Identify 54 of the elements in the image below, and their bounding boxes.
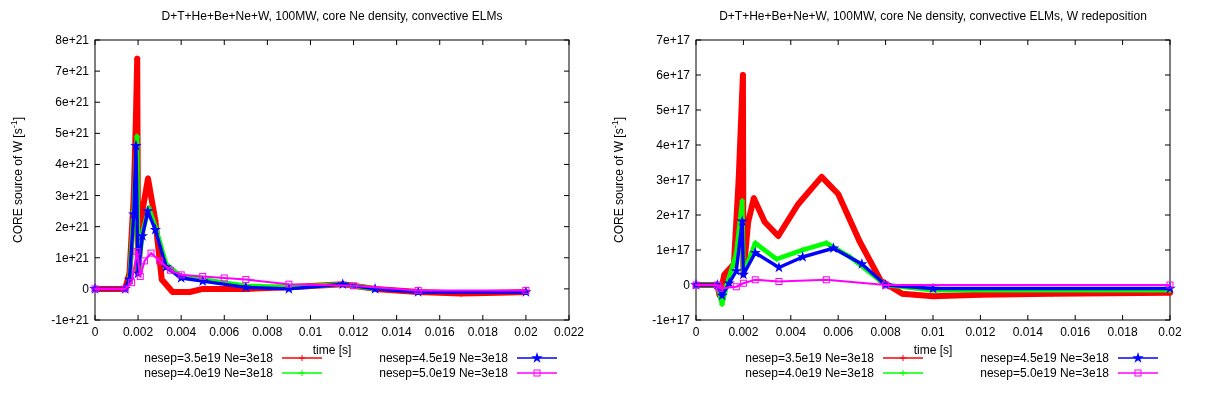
x-tick-label: 0.01 bbox=[298, 325, 323, 339]
y-tick-label: 1e+17 bbox=[656, 243, 691, 257]
x-tick-label: 0.004 bbox=[166, 325, 197, 339]
x-tick-label: 0.004 bbox=[775, 325, 807, 339]
x-tick-label: 0.002 bbox=[123, 325, 154, 339]
x-tick-label: 0.006 bbox=[823, 325, 854, 339]
y-tick-label: 4e+21 bbox=[55, 157, 90, 172]
legend-label: nesep=5.0e19 Ne=3e18 bbox=[980, 366, 1110, 380]
legend-label: nesep=5.0e19 Ne=3e18 bbox=[379, 366, 509, 380]
legend-label: nesep=4.0e19 Ne=3e18 bbox=[745, 366, 875, 380]
y-tick-label: 6e+21 bbox=[55, 95, 90, 110]
y-tick-label: 8e+21 bbox=[55, 33, 90, 47]
y-tick-label: 1e+21 bbox=[55, 250, 90, 265]
y-tick-label: -1e+21 bbox=[51, 313, 90, 327]
y-tick-label: 6e+17 bbox=[656, 68, 691, 82]
x-tick-label: 0 bbox=[91, 325, 99, 339]
x-tick-label: 0.006 bbox=[209, 325, 240, 339]
x-tick-label: 0.016 bbox=[424, 325, 456, 339]
legend-label: nesep=4.5e19 Ne=3e18 bbox=[980, 351, 1110, 365]
x-tick-label: 0.02 bbox=[514, 325, 538, 339]
legend-label: nesep=4.0e19 Ne=3e18 bbox=[144, 366, 274, 380]
y-tick-label: 3e+21 bbox=[55, 188, 90, 203]
y-tick-label: -1e+17 bbox=[652, 313, 691, 327]
y-tick-label: 4e+17 bbox=[656, 138, 691, 152]
y-tick-label: 0 bbox=[683, 278, 691, 292]
x-tick-label: 0.02 bbox=[1158, 325, 1182, 339]
x-tick-label: 0.022 bbox=[553, 325, 585, 339]
y-tick-label: 5e+21 bbox=[55, 126, 90, 141]
y-tick-label: 2e+17 bbox=[656, 208, 691, 222]
chart-title: D+T+He+Be+Ne+W, 100MW, core Ne density, convective ELMs, W redeposition bbox=[719, 9, 1147, 23]
x-tick-label: 0.014 bbox=[381, 325, 412, 339]
x-tick-label: 0 bbox=[692, 325, 700, 339]
x-tick-label: 0.018 bbox=[467, 325, 499, 339]
x-tick-label: 0.014 bbox=[1012, 325, 1044, 339]
x-tick-label: 0.008 bbox=[252, 325, 283, 339]
x-axis-title: time [s] bbox=[312, 343, 352, 357]
x-tick-label: 0.012 bbox=[965, 325, 996, 339]
y-tick-label: 2e+21 bbox=[55, 219, 90, 234]
x-tick-label: 0.016 bbox=[1060, 325, 1091, 339]
x-tick-label: 0.008 bbox=[870, 325, 901, 339]
chart-title: D+T+He+Be+Ne+W, 100MW, core Ne density, convective ELMs bbox=[161, 9, 503, 23]
y-tick-label: 3e+17 bbox=[656, 173, 691, 187]
x-tick-label: 0.012 bbox=[338, 325, 369, 339]
legend-label: nesep=4.5e19 Ne=3e18 bbox=[379, 351, 509, 365]
y-tick-label: 7e+21 bbox=[55, 64, 90, 79]
x-tick-label: 0.01 bbox=[921, 325, 945, 339]
x-axis-title: time [s] bbox=[913, 343, 953, 357]
x-tick-label: 0.002 bbox=[728, 325, 759, 339]
legend-label: nesep=3.5e19 Ne=3e18 bbox=[745, 351, 875, 365]
legend-label: nesep=3.5e19 Ne=3e18 bbox=[144, 351, 274, 365]
y-tick-label: 5e+17 bbox=[656, 103, 691, 117]
y-tick-label: 7e+17 bbox=[656, 33, 691, 47]
x-tick-label: 0.018 bbox=[1107, 325, 1138, 339]
y-tick-label: 0 bbox=[82, 281, 90, 296]
